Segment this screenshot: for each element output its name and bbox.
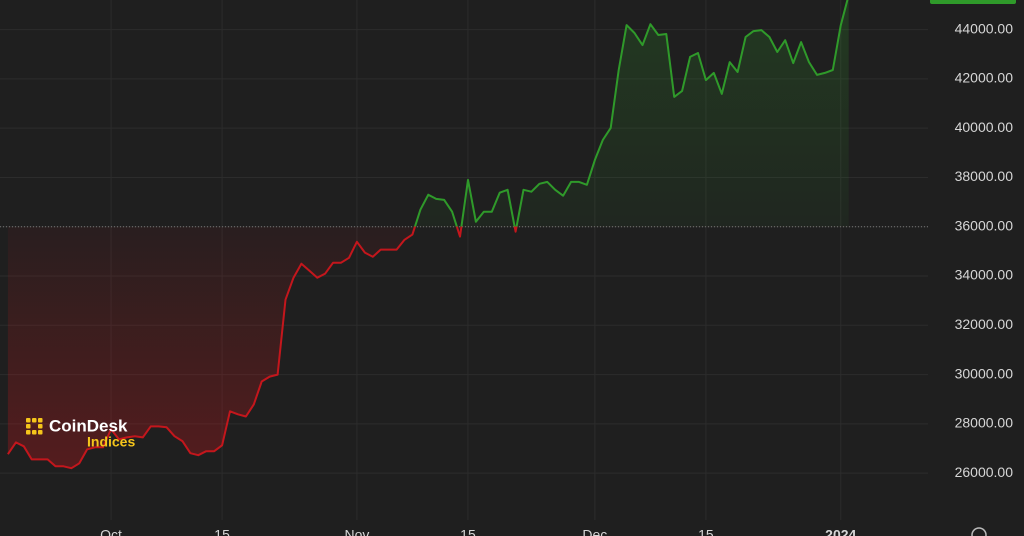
x-tick-label: 15 [460,527,476,536]
settings-icon [971,527,987,536]
logo-dot [26,418,31,423]
y-tick-label: 38000.00 [955,168,1014,184]
price-line [7,0,849,470]
x-tick-label: 15 [698,527,714,536]
y-tick-label: 42000.00 [955,70,1014,86]
y-tick-label: 32000.00 [955,316,1014,332]
x-tick-label: 15 [214,527,230,536]
x-tick-label: Nov [344,527,369,536]
x-tick-label: 2024 [825,527,856,536]
y-tick-label: 40000.00 [955,119,1014,135]
y-tick-label: 26000.00 [955,464,1014,480]
price-tag [930,0,1016,4]
logo-dot [32,418,37,423]
logo-dot [26,424,31,429]
logo-dot [26,430,31,435]
y-tick-label: 28000.00 [955,415,1014,431]
x-tick-label: Dec [582,527,607,536]
logo-dot [38,418,43,423]
y-tick-label: 44000.00 [955,20,1014,36]
y-tick-label: 34000.00 [955,267,1014,283]
logo-sub: Indices [87,434,135,450]
y-tick-label: 30000.00 [955,365,1014,381]
logo-dot [38,430,43,435]
logo-name: CoinDesk [49,416,128,435]
area [7,0,849,469]
x-tick-label: Oct [100,527,122,536]
logo-dot [32,430,37,435]
logo-dot [38,424,43,429]
y-tick-label: 36000.00 [955,217,1014,233]
